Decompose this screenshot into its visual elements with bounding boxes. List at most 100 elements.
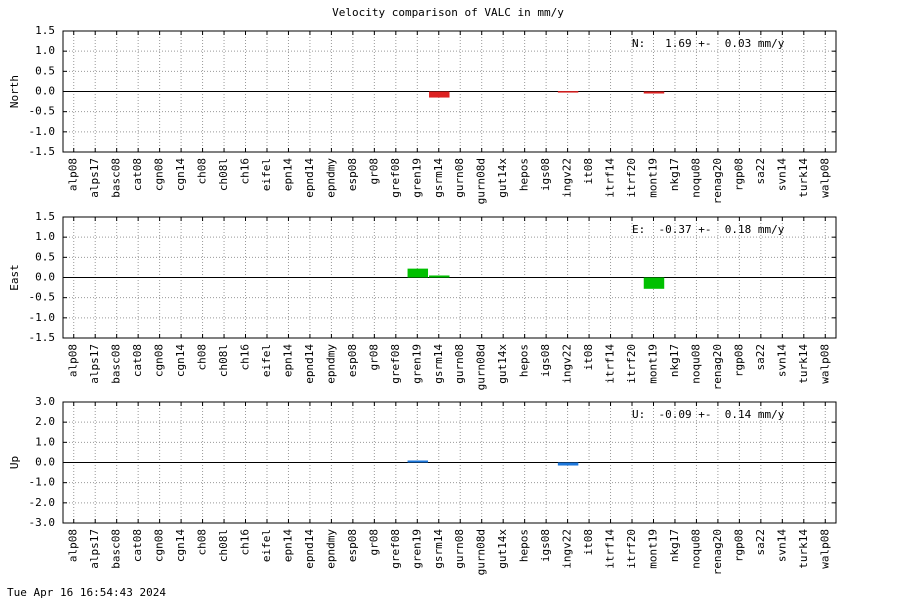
x-tick-label: ch08 [196, 344, 209, 371]
y-tick-label: -2.0 [29, 496, 56, 509]
y-tick-label: 0.5 [35, 250, 55, 263]
x-tick-label: epnd14 [303, 344, 316, 384]
x-tick-label: gren19 [410, 344, 423, 384]
x-tick-label: sa22 [754, 158, 767, 185]
x-tick-label: alp08 [67, 158, 80, 191]
x-tick-label: renag20 [711, 344, 724, 390]
y-tick-label: 0.5 [35, 64, 55, 77]
y-tick-label: 3.0 [35, 395, 55, 408]
x-tick-label: nkg17 [668, 344, 681, 377]
x-tick-label: walp08 [818, 344, 831, 384]
x-tick-label: eifel [260, 344, 273, 377]
x-tick-label: gr08 [367, 529, 380, 556]
x-tick-label: ch16 [239, 529, 252, 556]
x-tick-label: itrf20 [625, 158, 638, 198]
x-tick-label: gren19 [410, 158, 423, 198]
x-tick-label: gsrm14 [432, 158, 445, 198]
y-tick-label: 1.0 [35, 435, 55, 448]
x-tick-label: itrf14 [604, 344, 617, 384]
x-tick-label: epn14 [281, 344, 294, 377]
x-tick-label: esp08 [346, 158, 359, 191]
x-tick-label: nkg17 [668, 529, 681, 562]
x-tick-label: sa22 [754, 344, 767, 371]
bar [407, 460, 429, 463]
y-tick-label: -1.5 [29, 331, 56, 344]
y-tick-label: 0.0 [35, 456, 55, 469]
x-tick-label: alps17 [88, 529, 101, 569]
x-tick-label: basc08 [110, 344, 123, 384]
x-tick-label: itrf20 [625, 344, 638, 384]
x-tick-label: svn14 [775, 158, 788, 191]
x-tick-label: gren19 [410, 529, 423, 569]
x-tick-label: cat08 [131, 158, 144, 191]
x-tick-label: gurn08 [453, 529, 466, 569]
y-tick-label: 2.0 [35, 415, 55, 428]
x-tick-label: noqu08 [689, 158, 702, 198]
x-tick-label: it08 [582, 529, 595, 556]
x-tick-label: walp08 [818, 529, 831, 569]
x-tick-label: sa22 [754, 529, 767, 556]
y-tick-label: 1.5 [35, 24, 55, 37]
x-tick-label: alps17 [88, 158, 101, 198]
x-tick-label: cgn08 [153, 158, 166, 191]
x-tick-label: epndmy [324, 344, 337, 384]
x-tick-label: svn14 [775, 344, 788, 377]
x-tick-label: alp08 [67, 529, 80, 562]
x-tick-label: gref08 [389, 529, 402, 569]
plot-frame [62, 30, 837, 153]
x-tick-label: esp08 [346, 529, 359, 562]
x-tick-label: gurn08 [453, 344, 466, 384]
x-tick-label: cat08 [131, 529, 144, 562]
x-tick-label: svn14 [775, 529, 788, 562]
x-tick-label: epndmy [324, 158, 337, 198]
bar [557, 91, 579, 93]
x-tick-label: ch08 [196, 158, 209, 185]
x-tick-label: igs08 [539, 158, 552, 191]
x-tick-label: ch08l [217, 529, 230, 562]
x-tick-label: gref08 [389, 344, 402, 384]
x-tick-label: hepos [518, 158, 531, 191]
x-tick-label: cgn14 [174, 344, 187, 377]
x-tick-label: turk14 [797, 529, 810, 569]
x-tick-label: igs08 [539, 529, 552, 562]
x-tick-label: nkg17 [668, 158, 681, 191]
x-tick-label: ingv22 [561, 344, 574, 384]
bar [643, 91, 665, 94]
x-tick-label: gr08 [367, 158, 380, 185]
x-tick-label: gurn08 [453, 158, 466, 198]
x-tick-label: cat08 [131, 344, 144, 377]
x-tick-label: gurn08d [475, 158, 488, 204]
x-tick-label: gref08 [389, 158, 402, 198]
x-tick-label: eifel [260, 529, 273, 562]
x-tick-label: gut14x [496, 344, 509, 384]
x-tick-label: ch08l [217, 158, 230, 191]
x-tick-label: itrf20 [625, 529, 638, 569]
x-tick-label: noqu08 [689, 344, 702, 384]
y-tick-label: -0.5 [29, 291, 56, 304]
x-tick-label: ingv22 [561, 529, 574, 569]
x-tick-label: esp08 [346, 344, 359, 377]
x-tick-label: gut14x [496, 529, 509, 569]
y-axis-label: East [8, 264, 21, 291]
x-tick-label: epnd14 [303, 529, 316, 569]
x-tick-label: rgp08 [732, 529, 745, 562]
x-tick-label: epn14 [281, 158, 294, 191]
x-tick-label: cgn14 [174, 158, 187, 191]
x-tick-label: renag20 [711, 158, 724, 204]
x-tick-label: gsrm14 [432, 529, 445, 569]
x-tick-label: rgp08 [732, 158, 745, 191]
x-tick-label: hepos [518, 529, 531, 562]
y-tick-label: -1.0 [29, 311, 56, 324]
x-tick-label: turk14 [797, 344, 810, 384]
x-tick-label: epndmy [324, 529, 337, 569]
x-tick-label: mont19 [646, 158, 659, 198]
x-tick-label: itrf14 [604, 529, 617, 569]
x-tick-label: gurn08d [475, 344, 488, 390]
x-tick-label: epn14 [281, 529, 294, 562]
x-tick-label: gr08 [367, 344, 380, 371]
x-tick-label: rgp08 [732, 344, 745, 377]
y-tick-label: -1.5 [29, 145, 56, 158]
annotation: N: 1.69 +- 0.03 mm/y [632, 37, 785, 50]
x-tick-label: mont19 [646, 529, 659, 569]
